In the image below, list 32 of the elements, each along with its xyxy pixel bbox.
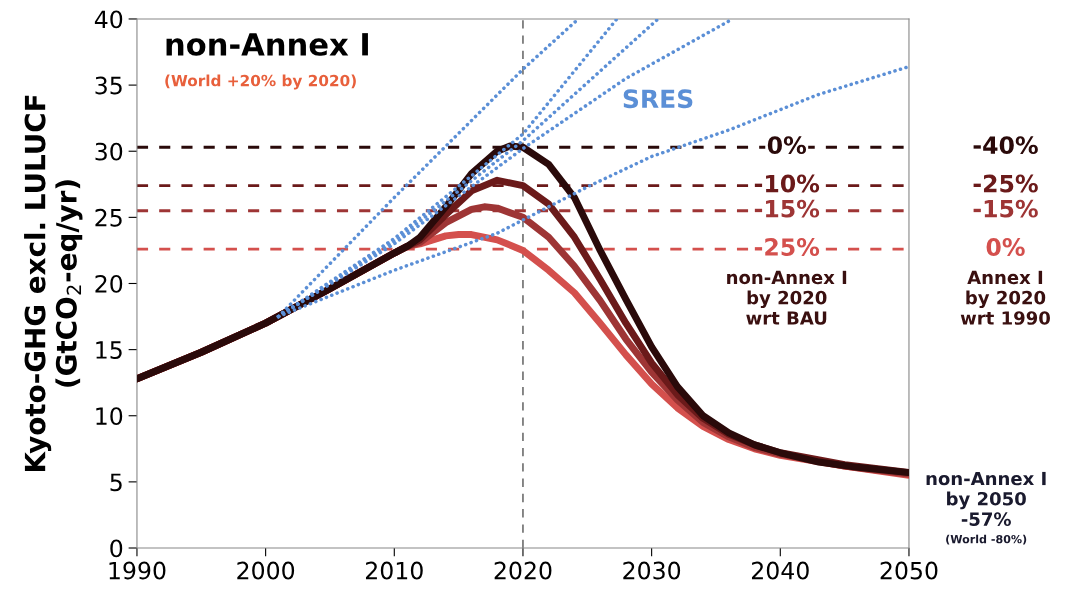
chart-title: non-Annex I xyxy=(166,33,368,56)
y-axis-title: Kyoto-GHG excl. LULUCF (GtCO$_{2}$-eq/yr) xyxy=(24,95,83,472)
x-tick-label: 2020 xyxy=(494,561,552,580)
text: (World +20% by 2020) xyxy=(165,74,356,90)
text: non-Annex I by 2050 -57% xyxy=(926,471,1046,526)
y-tick-label: 0 xyxy=(110,539,123,558)
y-tick-label: 20 xyxy=(95,274,123,293)
y-tick-label: 30 xyxy=(95,142,123,161)
text: (World -80%) xyxy=(946,534,1027,545)
y-tick-label: 25 xyxy=(95,208,122,227)
y-tick-label: 35 xyxy=(95,76,122,95)
annotation: -10% xyxy=(754,174,820,193)
text: Annex I by 2020 wrt 1990 xyxy=(960,270,1050,325)
text: -15% xyxy=(973,199,1038,218)
x-tick-label: 2030 xyxy=(623,561,681,580)
annotation: 0% xyxy=(767,136,807,155)
annotation: -15% xyxy=(754,199,820,218)
x-tick-label: 2000 xyxy=(237,561,295,580)
x-tick-label: 1990 xyxy=(109,561,166,580)
text: -40% xyxy=(973,136,1038,155)
x-tick-label: 2040 xyxy=(751,561,809,580)
y-tick-label: 5 xyxy=(110,473,122,492)
y-tick-label: 40 xyxy=(94,10,123,29)
annotation: -25% xyxy=(754,238,820,256)
text: 0% xyxy=(986,238,1025,256)
x-tick-label: 2010 xyxy=(365,561,423,580)
text: -25% xyxy=(973,174,1038,193)
x-tick-label: 2050 xyxy=(880,561,938,580)
annotation: non-Annex I by 2020 wrt BAU xyxy=(727,270,847,325)
annotation: SRES xyxy=(623,89,693,109)
y-tick-label: 10 xyxy=(96,407,123,426)
y-tick-label: 15 xyxy=(96,341,122,359)
